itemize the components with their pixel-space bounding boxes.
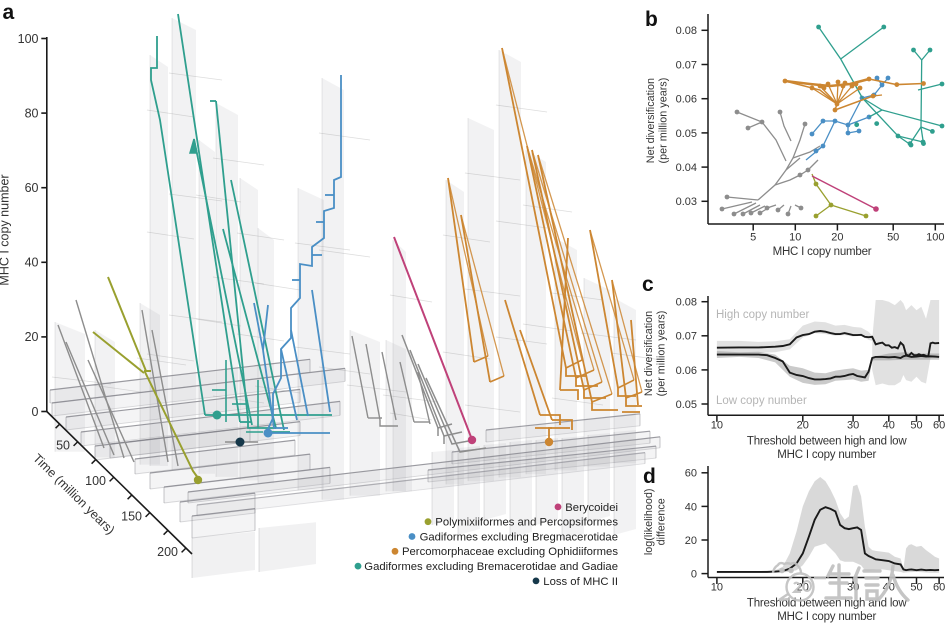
svg-text:Gadiformes excluding Bregmacer: Gadiformes excluding Bregmacerotidae: [420, 531, 618, 543]
svg-text:c: c: [642, 273, 654, 296]
svg-text:40: 40: [685, 501, 697, 513]
svg-text:MHC I copy number: MHC I copy number: [777, 449, 876, 461]
svg-text:Berycoidei: Berycoidei: [565, 502, 618, 514]
svg-text:0.03: 0.03: [676, 196, 697, 208]
svg-text:Threshold between high and low: Threshold between high and low: [747, 436, 907, 448]
svg-text:40: 40: [883, 420, 895, 432]
svg-text:d: d: [643, 465, 656, 488]
svg-text:Net diversification(per millio: Net diversification(per million years): [645, 78, 669, 164]
svg-text:0.04: 0.04: [676, 162, 697, 174]
svg-text:100: 100: [85, 474, 106, 488]
svg-text:MHC I copy number: MHC I copy number: [777, 611, 876, 623]
svg-text:10: 10: [711, 582, 723, 594]
svg-text:40: 40: [25, 256, 39, 270]
svg-text:60: 60: [933, 420, 945, 432]
svg-text:0.05: 0.05: [676, 399, 697, 411]
svg-text:100: 100: [926, 232, 944, 244]
svg-text:MHC I copy number: MHC I copy number: [0, 174, 12, 285]
svg-text:b: b: [645, 8, 658, 31]
svg-text:Percomorphaceae excluding Ophi: Percomorphaceae excluding Ophidiiformes: [402, 546, 618, 558]
svg-text:20: 20: [831, 232, 843, 244]
svg-text:50: 50: [887, 232, 899, 244]
svg-text:50: 50: [56, 439, 70, 453]
svg-text:10: 10: [789, 232, 801, 244]
svg-text:High copy number: High copy number: [716, 309, 809, 321]
svg-text:10: 10: [711, 420, 723, 432]
svg-text:30: 30: [847, 420, 859, 432]
svg-text:50: 50: [910, 582, 922, 594]
svg-text:0.08: 0.08: [676, 25, 697, 37]
svg-text:MHC I copy number: MHC I copy number: [773, 246, 872, 258]
svg-text:0.06: 0.06: [676, 365, 697, 377]
svg-text:0.07: 0.07: [676, 331, 697, 343]
svg-text:0: 0: [691, 569, 697, 581]
svg-text:a: a: [3, 1, 15, 24]
svg-text:150: 150: [121, 510, 142, 524]
svg-text:Low copy number: Low copy number: [716, 395, 807, 407]
svg-text:60: 60: [25, 181, 39, 195]
svg-text:Net diversification(per millio: Net diversification(per million years): [643, 311, 667, 397]
svg-text:5: 5: [750, 232, 756, 244]
svg-text:50: 50: [910, 420, 922, 432]
svg-text:0.07: 0.07: [676, 59, 697, 71]
svg-text:0.06: 0.06: [676, 94, 697, 106]
svg-text:80: 80: [25, 106, 39, 120]
svg-text:0: 0: [32, 405, 39, 419]
svg-text:100: 100: [18, 32, 39, 46]
svg-text:200: 200: [157, 545, 178, 559]
svg-text:0.05: 0.05: [676, 128, 697, 140]
svg-text:log(likelihood)difference: log(likelihood)difference: [643, 488, 667, 555]
svg-text:Gadiformes excluding Bremacero: Gadiformes excluding Bremacerotidae and …: [364, 561, 618, 573]
svg-text:Polymixiiformes and Percopsifo: Polymixiiformes and Percopsiformes: [435, 517, 618, 529]
svg-text:60: 60: [933, 582, 945, 594]
svg-text:60: 60: [685, 468, 697, 480]
svg-text:20: 20: [25, 330, 39, 344]
svg-text:20: 20: [797, 420, 809, 432]
svg-text:Loss of MHC II: Loss of MHC II: [543, 576, 618, 588]
svg-text:20: 20: [685, 535, 697, 547]
svg-text:0.08: 0.08: [676, 297, 697, 309]
